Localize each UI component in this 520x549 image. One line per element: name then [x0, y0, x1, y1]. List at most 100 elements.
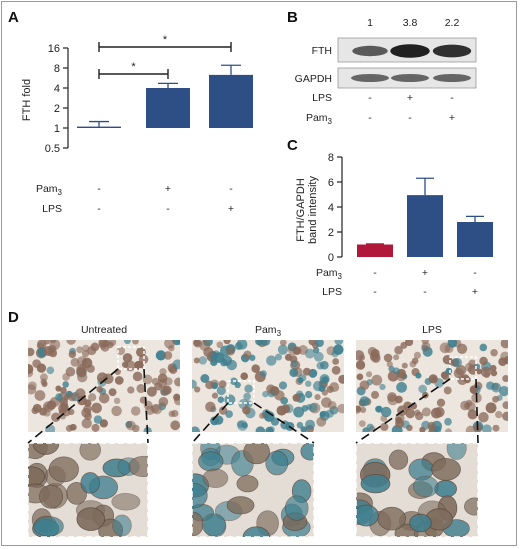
cell — [160, 386, 170, 396]
cell — [492, 424, 500, 432]
pam3-title-subscript: 3 — [277, 329, 282, 338]
cell — [126, 420, 136, 431]
chart-a-bar — [146, 88, 190, 128]
panel-label-a: A — [8, 9, 19, 26]
chart-a-y-tick-label: 2 — [54, 103, 60, 115]
cell — [439, 342, 451, 354]
chart-c-condition-label: LPS — [322, 286, 342, 298]
cell — [225, 410, 233, 418]
chart-c-condition-value: + — [472, 286, 478, 298]
cell — [483, 371, 490, 379]
cell — [356, 350, 365, 361]
cell — [414, 409, 421, 416]
blot-band — [391, 74, 429, 82]
zoom-connector-line — [143, 368, 149, 444]
cell — [489, 364, 497, 372]
cell — [421, 341, 431, 351]
cell — [255, 426, 266, 432]
blot-band — [351, 74, 389, 82]
cell — [278, 381, 288, 390]
cell — [333, 344, 344, 355]
cell — [43, 340, 50, 345]
cell-closeup — [431, 458, 461, 481]
cell — [76, 346, 84, 354]
micrograph-overview — [192, 340, 344, 432]
chart-c-y-tick-label: 2 — [328, 227, 334, 239]
cell — [329, 382, 340, 393]
cell — [132, 371, 143, 382]
cell — [428, 374, 438, 384]
cell — [319, 411, 326, 418]
zoom-region-box — [117, 346, 145, 370]
micrograph-zoom — [28, 443, 148, 537]
cell — [274, 353, 283, 361]
cell-closeup — [226, 496, 255, 515]
cell-closeup — [33, 516, 64, 537]
cell — [359, 396, 370, 407]
cell — [268, 426, 275, 432]
chart-c-y-tick-label: 8 — [328, 152, 334, 164]
chart-a-condition-value: - — [97, 203, 101, 215]
blot-fold-values: 1 3.8 2.2 — [367, 17, 459, 29]
cell — [172, 359, 180, 370]
chart-a-condition-value: - — [229, 183, 233, 195]
cell-closeup — [388, 449, 409, 470]
cell — [380, 422, 389, 432]
cell-closeup — [377, 506, 407, 531]
cell — [60, 402, 69, 411]
cell — [224, 394, 236, 406]
cell — [502, 375, 508, 383]
cell — [134, 360, 143, 370]
cell — [28, 347, 35, 357]
cell — [415, 372, 422, 379]
cell — [241, 422, 248, 429]
cell — [383, 353, 393, 363]
cell-closeup — [360, 473, 391, 494]
cell — [445, 367, 453, 375]
zoom-connector-line — [475, 378, 479, 444]
chart-a-condition-value: - — [166, 203, 170, 215]
cell — [479, 356, 488, 366]
chart-c-conditions: Pam3 - + - LPS - - + — [316, 267, 478, 298]
cell — [132, 340, 139, 345]
chart-a-conditions: Pam3 - + - LPS - - + — [36, 183, 234, 215]
micrograph-overview — [28, 340, 180, 432]
cell — [164, 340, 176, 349]
cell — [214, 415, 224, 425]
chart-c-y-axis-label-line2: band intensity — [307, 176, 319, 244]
cell — [98, 340, 108, 348]
chart-a-y-tick-label: 1 — [54, 123, 60, 135]
cell — [240, 372, 249, 381]
cell — [155, 350, 166, 361]
cell — [266, 355, 277, 366]
chart-a-y-tick-label: 4 — [54, 83, 60, 95]
panel-label-d: D — [8, 309, 19, 326]
cell — [314, 393, 321, 401]
cell — [302, 367, 311, 376]
cell — [249, 354, 256, 361]
cell — [304, 348, 315, 359]
cell — [403, 401, 413, 411]
cell — [380, 406, 392, 418]
cell — [210, 356, 218, 363]
cell — [174, 377, 180, 387]
chart-c-y-tick-label: 0 — [328, 252, 334, 264]
blot-condition-label: Pam3 — [306, 112, 333, 126]
cell-closeup — [128, 455, 148, 478]
blot-band — [390, 44, 430, 58]
cell — [460, 400, 470, 411]
cell-closeup — [284, 495, 309, 521]
cell — [113, 397, 121, 405]
cell — [413, 351, 421, 359]
cell — [39, 407, 48, 416]
cell — [55, 393, 63, 401]
cell — [316, 416, 327, 427]
cell — [369, 351, 381, 362]
zoom-region-box — [449, 356, 477, 380]
panel-label-c: C — [287, 137, 298, 154]
cell — [146, 386, 157, 397]
cell — [293, 406, 305, 418]
cell-closeup — [236, 475, 259, 493]
cell — [387, 392, 397, 402]
